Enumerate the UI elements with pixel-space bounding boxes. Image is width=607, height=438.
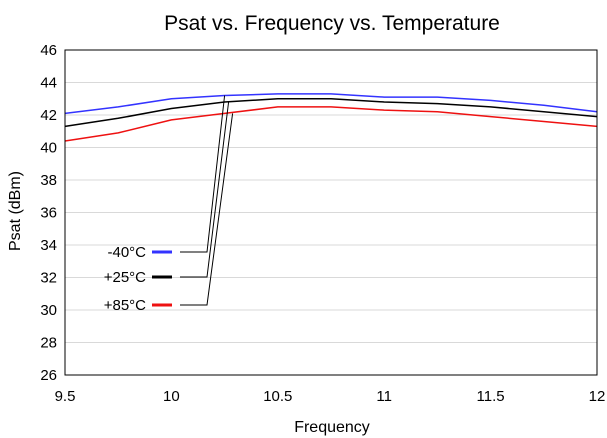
y-axis-ticks: 26 28 30 32 34 36 38 40 42 44 46 bbox=[40, 42, 57, 384]
legend-label: +25°C bbox=[104, 269, 146, 286]
y-tick-label: 40 bbox=[40, 140, 57, 157]
y-tick-label: 44 bbox=[40, 75, 57, 92]
x-tick-label: 11.5 bbox=[477, 388, 505, 405]
legend-label: +85°C bbox=[104, 297, 146, 314]
series-group bbox=[64, 93, 598, 142]
x-tick-label: 10 bbox=[163, 388, 180, 405]
series-line bbox=[64, 98, 598, 128]
legend: -40°C +25°C +85°C bbox=[104, 95, 234, 314]
x-axis-ticks: 9.5 10 10.5 11 11.5 12 bbox=[55, 388, 606, 405]
y-tick-label: 32 bbox=[40, 270, 57, 287]
series-line bbox=[64, 106, 598, 142]
legend-leader-line bbox=[180, 113, 234, 306]
legend-leader-line bbox=[180, 95, 226, 253]
x-tick-label: 11 bbox=[376, 388, 392, 405]
y-tick-label: 42 bbox=[40, 107, 57, 124]
x-tick-label: 9.5 bbox=[55, 388, 76, 405]
y-tick-label: 36 bbox=[40, 205, 57, 222]
y-tick-label: 46 bbox=[40, 42, 57, 59]
series-line bbox=[64, 93, 598, 115]
x-tick-label: 12 bbox=[589, 388, 606, 405]
y-tick-label: 30 bbox=[40, 302, 57, 319]
chart-title: Psat vs. Frequency vs. Temperature bbox=[164, 12, 500, 35]
y-tick-label: 26 bbox=[40, 367, 57, 384]
legend-leader-line bbox=[180, 101, 230, 278]
x-tick-label: 10.5 bbox=[263, 388, 292, 405]
y-tick-label: 28 bbox=[40, 335, 57, 352]
y-axis-label: Psat (dBm) bbox=[7, 171, 24, 251]
legend-label: -40°C bbox=[107, 244, 146, 261]
x-axis-label: Frequency bbox=[294, 419, 370, 436]
y-tick-label: 34 bbox=[40, 237, 57, 254]
plot-area-frame bbox=[64, 49, 598, 376]
y-tick-label: 38 bbox=[40, 172, 57, 189]
